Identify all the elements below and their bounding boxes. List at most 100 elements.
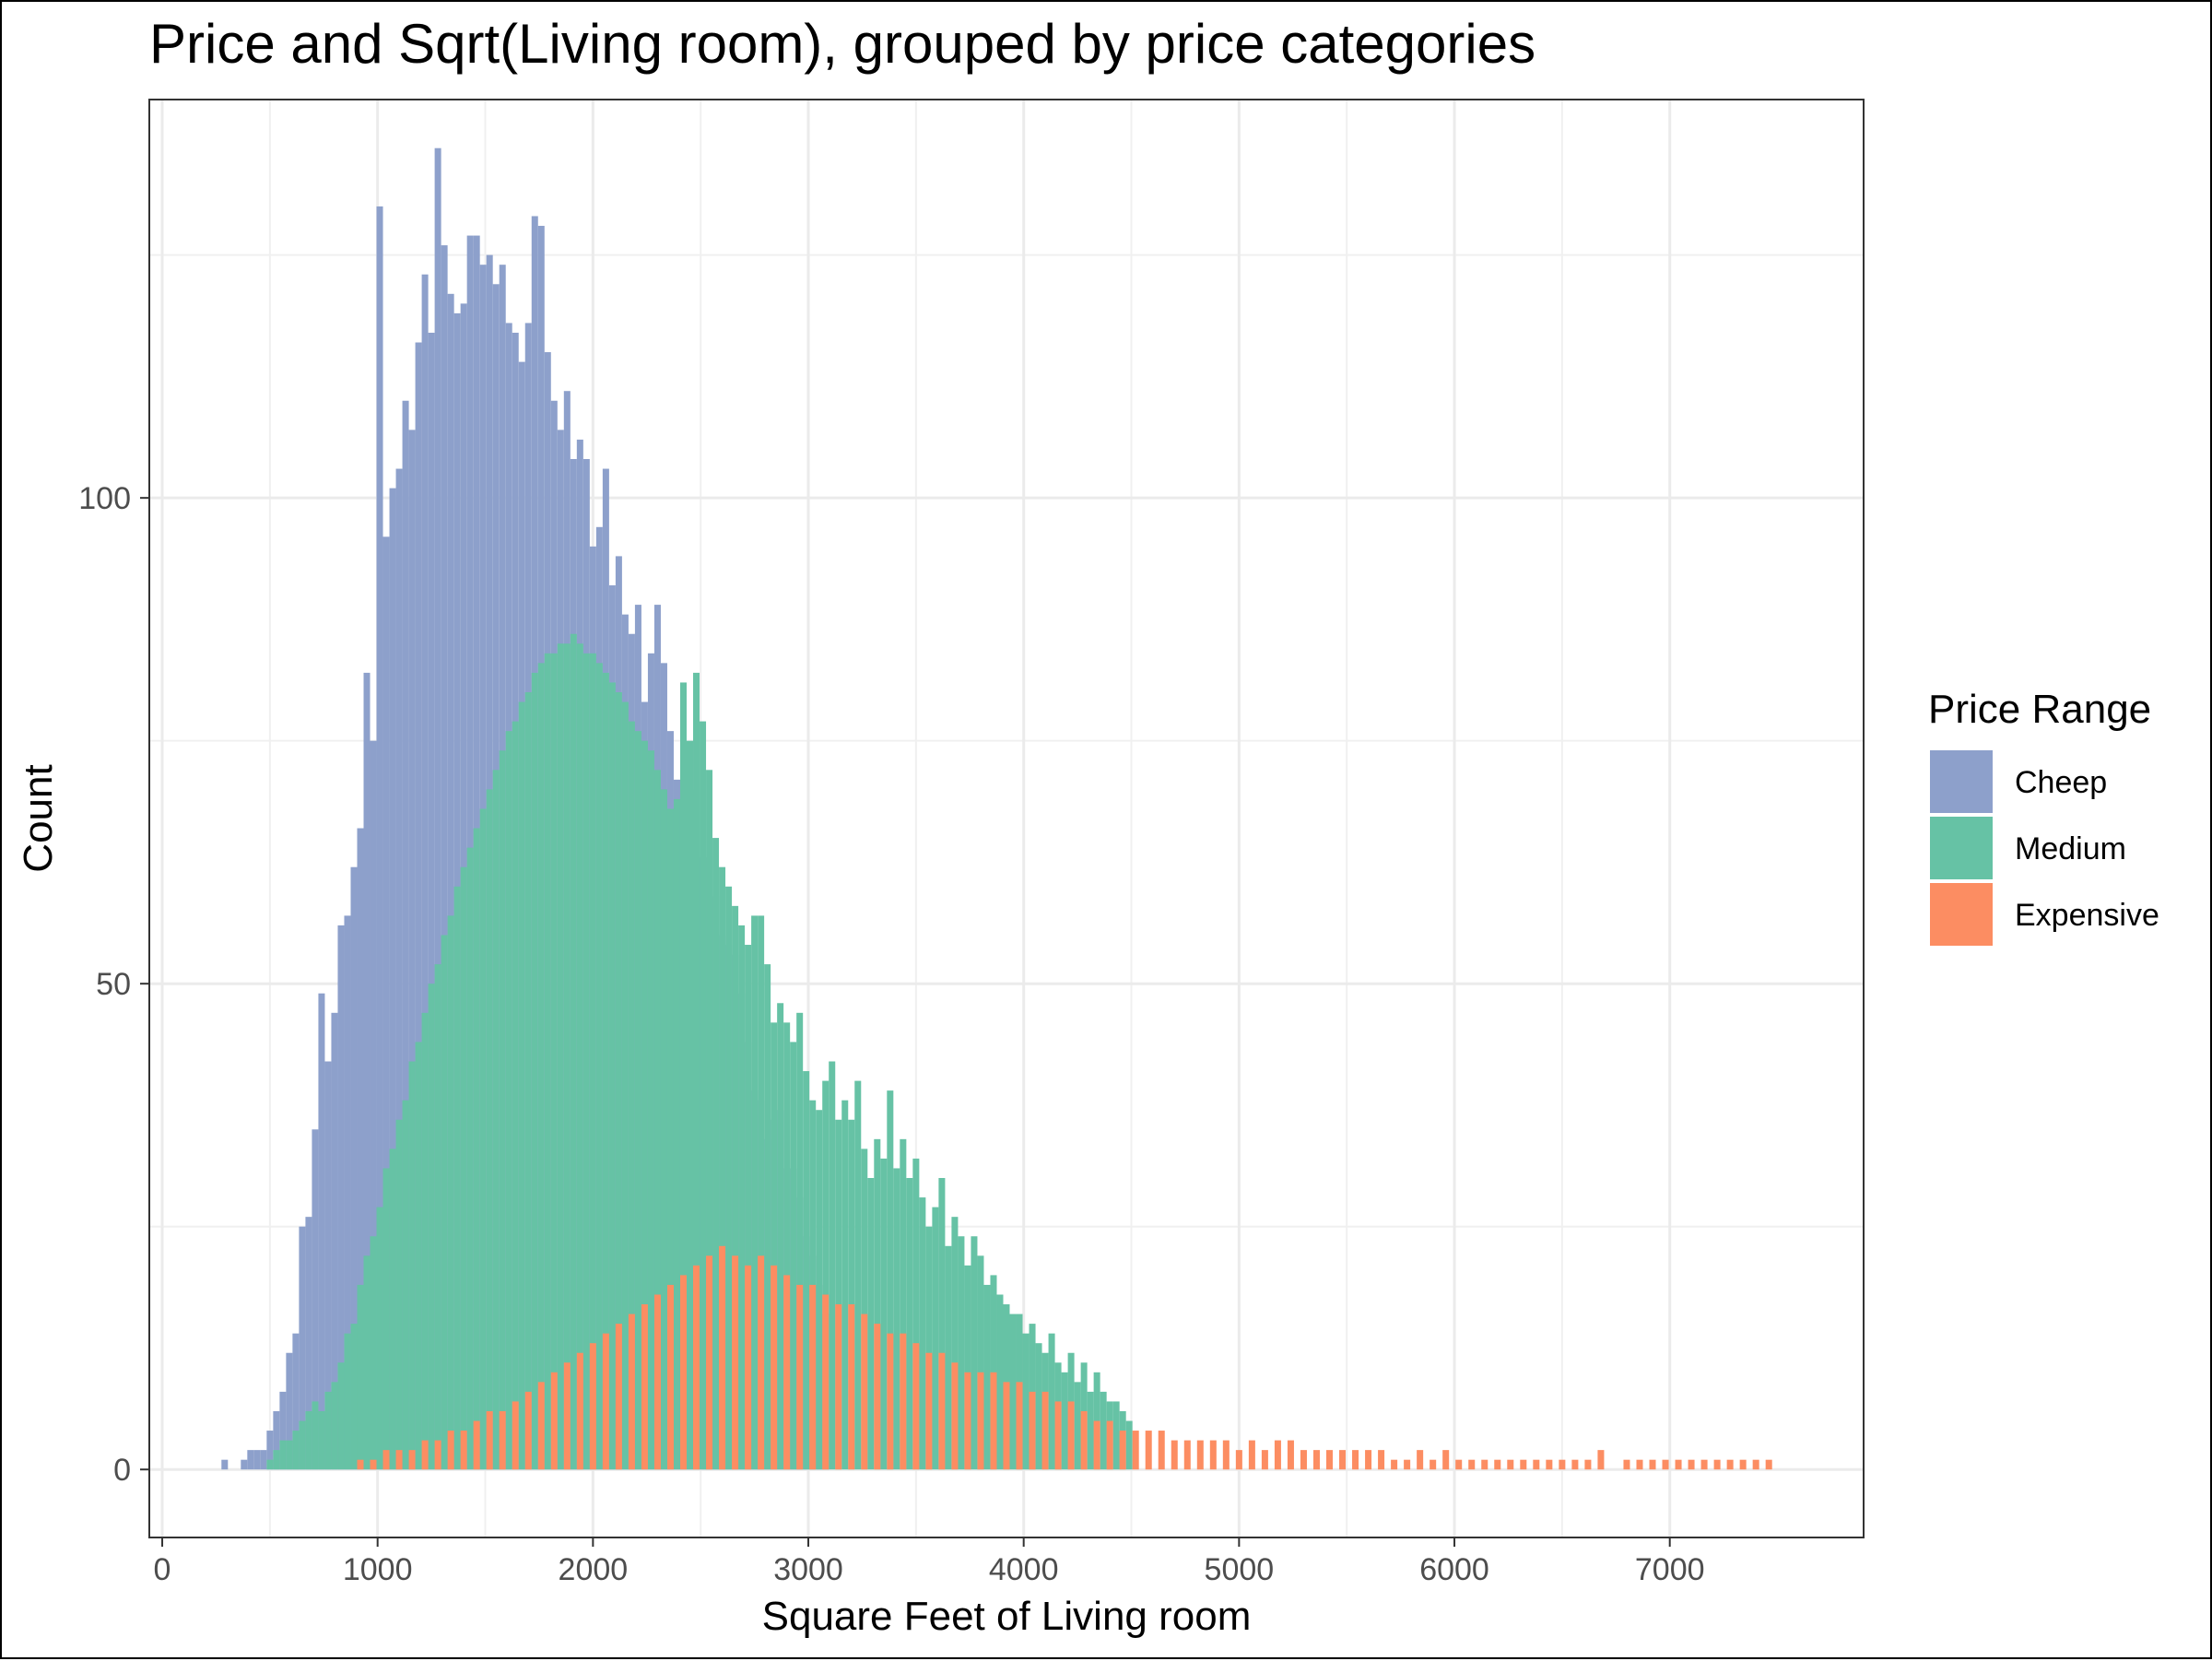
bar-medium — [951, 1217, 959, 1470]
bar-cheep — [292, 1333, 300, 1470]
bar-expensive — [1455, 1459, 1463, 1470]
bar-expensive — [447, 1431, 454, 1470]
bar-expensive — [964, 1372, 971, 1470]
legend-swatch-medium — [1930, 817, 1993, 879]
bar-expensive — [719, 1245, 726, 1470]
bar-cheep — [331, 1012, 338, 1470]
bar-expensive — [1765, 1459, 1772, 1470]
bar-expensive — [1119, 1431, 1126, 1470]
bar-cheep — [350, 866, 358, 1470]
bar-medium — [777, 1003, 784, 1470]
bar-expensive — [460, 1431, 467, 1470]
bar-medium — [700, 721, 707, 1470]
bar-expensive — [809, 1284, 817, 1470]
x-tick-label: 7000 — [1635, 1552, 1705, 1587]
bar-expensive — [615, 1324, 622, 1470]
bar-medium — [634, 731, 641, 1470]
x-tick-label: 5000 — [1205, 1552, 1275, 1587]
legend-swatch-expensive — [1930, 883, 1993, 946]
bar-expensive — [1339, 1450, 1347, 1470]
x-tick-label: 6000 — [1419, 1552, 1489, 1587]
legend-label-medium: Medium — [2015, 831, 2126, 866]
bar-expensive — [1248, 1440, 1255, 1470]
bar-medium — [764, 964, 771, 1470]
bar-expensive — [1093, 1420, 1100, 1470]
y-tick-label: 100 — [78, 481, 131, 516]
bar-expensive — [1041, 1391, 1049, 1470]
bar-medium — [615, 691, 622, 1470]
x-tick-label: 1000 — [343, 1552, 413, 1587]
bar-expensive — [1404, 1459, 1411, 1470]
bar-medium — [1112, 1401, 1120, 1470]
bar-medium — [977, 1255, 984, 1470]
bar-expensive — [1145, 1431, 1152, 1470]
bar-medium — [266, 1459, 274, 1470]
bar-expensive — [874, 1324, 881, 1470]
bar-medium — [738, 925, 746, 1470]
chart-title: Price and Sqrt(Living room), grouped by … — [149, 13, 1535, 75]
bar-cheep — [305, 1217, 312, 1470]
bar-medium — [589, 653, 596, 1470]
bar-medium — [796, 1012, 804, 1470]
bar-medium — [557, 643, 564, 1470]
bar-expensive — [990, 1372, 997, 1470]
bar-medium — [324, 1391, 332, 1470]
bar-medium — [938, 1178, 946, 1470]
bar-medium — [292, 1431, 300, 1470]
bar-expensive — [938, 1352, 946, 1470]
bar-medium — [706, 770, 713, 1470]
bar-medium — [421, 1012, 429, 1470]
bar-expensive — [589, 1343, 596, 1470]
bar-medium — [945, 1245, 952, 1470]
bar-medium — [893, 1168, 900, 1470]
bar-expensive — [1546, 1459, 1553, 1470]
bar-expensive — [1481, 1459, 1488, 1470]
bar-medium — [428, 984, 435, 1470]
bar-expensive — [783, 1275, 791, 1470]
bar-expensive — [666, 1284, 674, 1470]
bar-medium — [964, 1265, 971, 1470]
bar-expensive — [1713, 1459, 1721, 1470]
bar-medium — [906, 1178, 913, 1470]
bar-medium — [1035, 1343, 1042, 1470]
bar-medium — [466, 847, 474, 1470]
bar-expensive — [1559, 1459, 1566, 1470]
y-axis-title: Count — [16, 764, 61, 872]
histogram-bars — [221, 147, 1772, 1470]
bar-expensive — [550, 1372, 558, 1470]
bar-expensive — [1442, 1450, 1450, 1470]
bar-cheep — [434, 147, 441, 1470]
bar-medium — [996, 1294, 1004, 1470]
bar-expensive — [421, 1440, 429, 1470]
bar-cheep — [344, 915, 351, 1470]
bar-expensive — [653, 1294, 661, 1470]
bar-medium — [544, 653, 551, 1470]
bar-medium — [712, 838, 720, 1470]
bar-cheep — [221, 1459, 229, 1470]
bar-medium — [415, 1042, 422, 1470]
bar-expensive — [1067, 1401, 1075, 1470]
bar-expensive — [1312, 1450, 1320, 1470]
bar-expensive — [745, 1265, 752, 1470]
bar-expensive — [1636, 1459, 1643, 1470]
bar-cheep — [421, 274, 429, 1470]
bar-medium — [1009, 1313, 1017, 1470]
bar-cheep — [260, 1450, 267, 1470]
bar-expensive — [1365, 1450, 1372, 1470]
bar-medium — [874, 1138, 881, 1470]
bar-medium — [582, 653, 590, 1470]
bar-medium — [919, 1197, 926, 1470]
bar-cheep — [370, 740, 377, 1470]
bar-expensive — [1029, 1391, 1036, 1470]
bar-medium — [880, 1158, 888, 1470]
bar-medium — [505, 731, 512, 1470]
bar-medium — [576, 643, 583, 1470]
bar-expensive — [512, 1401, 519, 1470]
bar-medium — [499, 750, 506, 1470]
bar-expensive — [1054, 1401, 1062, 1470]
legend-label-cheep: Cheep — [2015, 765, 2107, 800]
bar-medium — [783, 1022, 791, 1470]
bar-expensive — [1132, 1431, 1139, 1470]
bar-cheep — [357, 828, 364, 1470]
